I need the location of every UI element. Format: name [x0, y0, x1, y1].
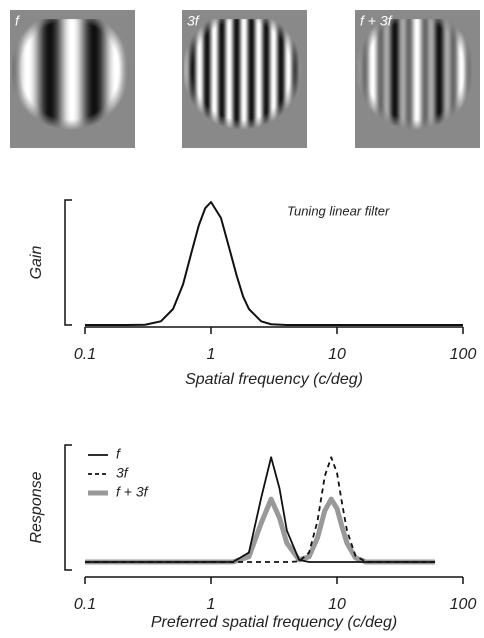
x-tick-label: 0.1	[74, 596, 96, 613]
series-line	[85, 456, 436, 563]
x-axis-label: Spatial frequency (c/deg)	[185, 371, 363, 388]
grating-disc	[184, 19, 304, 139]
grating: f	[10, 10, 135, 148]
x-tick-label: 1	[207, 346, 216, 363]
grating-label: f	[15, 13, 21, 29]
legend-label: f	[116, 446, 122, 462]
x-tick-label: 10	[328, 346, 346, 363]
grating: 3f	[182, 10, 307, 148]
x-tick-label: 1	[207, 596, 216, 613]
y-axis-label: Gain	[28, 246, 45, 280]
grating-disc	[12, 19, 132, 139]
x-tick-label: 100	[450, 596, 477, 613]
series-line	[85, 496, 436, 565]
x-axis-label: Preferred spatial frequency (c/deg)	[151, 614, 397, 631]
y-axis-label: Response	[28, 471, 45, 543]
x-tick-label: 0.1	[74, 346, 96, 363]
grating-disc	[357, 19, 477, 139]
annotation: Tuning linear filter	[287, 203, 390, 218]
legend-label: 3f	[116, 465, 130, 481]
grating: f + 3f	[355, 10, 480, 148]
x-tick-label: 10	[328, 596, 346, 613]
legend-label: f + 3f	[116, 484, 150, 500]
x-tick-label: 100	[450, 346, 477, 363]
grating-label: 3f	[187, 13, 201, 29]
y-axis-bracket	[64, 199, 72, 326]
series-line	[85, 456, 436, 563]
grating-label: f + 3f	[360, 13, 394, 29]
y-axis-bracket	[64, 444, 72, 571]
series-line	[85, 201, 463, 326]
